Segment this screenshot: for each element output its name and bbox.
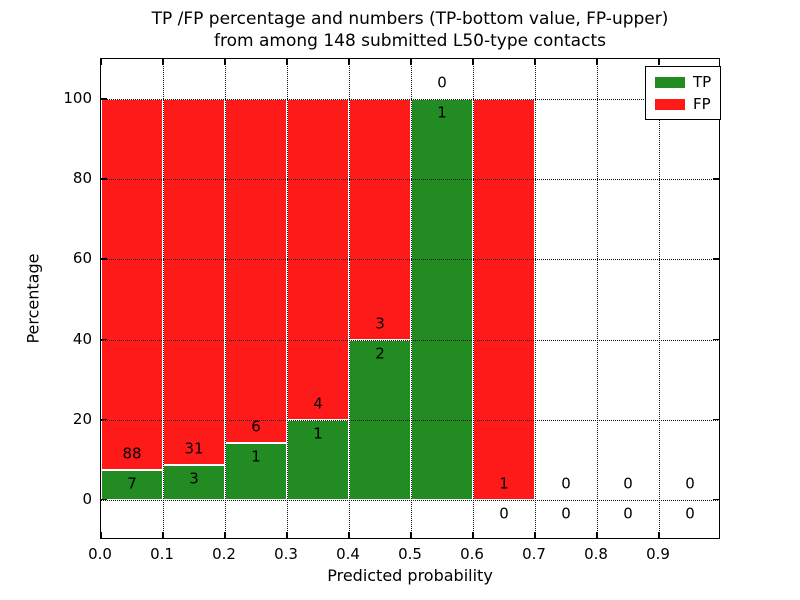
bar-segment-tp	[349, 339, 411, 500]
fp-count-label: 31	[184, 439, 204, 458]
y-tick-label: 20	[72, 409, 92, 428]
bar-segment-tp	[287, 419, 349, 500]
y-tick-mark	[713, 258, 719, 260]
y-tick-label: 60	[72, 249, 92, 268]
gridline-y	[101, 499, 718, 501]
gridline-x	[287, 59, 288, 537]
gridline-x	[349, 59, 350, 537]
y-tick-label: 0	[82, 489, 92, 508]
fp-count-label: 0	[561, 474, 571, 493]
bar-segment-tp	[411, 99, 473, 500]
gridline-y	[101, 419, 718, 421]
x-tick-mark	[100, 532, 102, 538]
y-tick-mark	[101, 338, 107, 341]
gridline-x	[659, 59, 660, 537]
tp-count-label: 1	[251, 447, 261, 466]
legend: TP FP	[645, 66, 722, 120]
gridline-y	[101, 99, 718, 101]
gridline-x	[535, 59, 536, 537]
bar-segment-fp	[225, 99, 287, 443]
gridline-x	[473, 59, 474, 537]
x-tick-label: 0.6	[460, 545, 484, 563]
plot-area: TP FP 88 7 31 3 6 1 4 1 3 2 0 1 1 0 0 0 0 0 0 0	[100, 58, 722, 539]
fp-count-label: 3	[375, 314, 385, 333]
legend-label-fp: FP	[693, 95, 711, 113]
legend-swatch-tp	[655, 76, 685, 88]
tp-count-label: 1	[313, 424, 323, 443]
legend-item-tp: TP	[655, 73, 712, 91]
tp-count-label: 3	[189, 469, 199, 488]
x-tick-label: 0.9	[646, 545, 670, 563]
gridline-y	[101, 339, 718, 341]
x-tick-label: 0.0	[88, 545, 112, 563]
legend-swatch-fp	[655, 98, 685, 110]
y-tick-mark	[101, 258, 107, 260]
y-tick-mark	[713, 178, 719, 180]
y-tick-label: 80	[72, 169, 92, 188]
x-tick-mark	[100, 59, 102, 65]
tp-count-label: 0	[685, 504, 695, 523]
bar-segment-fp	[473, 99, 535, 500]
legend-label-tp: TP	[693, 73, 712, 91]
bar-segment-fp	[163, 99, 225, 465]
bar-segment-tp	[101, 470, 163, 500]
y-tick-mark	[713, 338, 719, 341]
gridline-x	[597, 59, 598, 537]
tp-count-label: 2	[375, 344, 385, 363]
legend-item-fp: FP	[655, 95, 711, 113]
chart-title-line1: TP /FP percentage and numbers (TP-bottom…	[151, 9, 669, 29]
x-tick-label: 0.4	[336, 545, 360, 563]
y-tick-label: 100	[63, 89, 92, 108]
x-axis-label: Predicted probability	[327, 566, 493, 585]
fp-count-label: 4	[313, 394, 323, 413]
bar-segment-tp	[163, 464, 225, 500]
fp-count-label: 0	[437, 73, 447, 92]
tp-count-label: 0	[561, 504, 571, 523]
x-tick-label: 0.7	[522, 545, 546, 563]
gridline-x	[225, 59, 226, 537]
y-tick-mark	[101, 418, 107, 421]
tp-count-label: 7	[127, 474, 137, 493]
y-tick-mark	[101, 178, 107, 180]
bar-segment-fp	[349, 99, 411, 340]
y-tick-mark	[101, 498, 107, 501]
gridline-x	[411, 59, 412, 537]
x-tick-label: 0.8	[584, 545, 608, 563]
x-tick-label: 0.3	[274, 545, 298, 563]
gridline-y	[101, 179, 718, 181]
fp-count-label: 0	[623, 474, 633, 493]
tp-count-label: 1	[437, 103, 447, 122]
gridline-y	[101, 259, 718, 261]
x-tick-label: 0.5	[398, 545, 422, 563]
y-tick-label: 40	[72, 329, 92, 348]
chart-title: TP /FP percentage and numbers (TP-bottom…	[10, 8, 800, 52]
y-tick-mark	[713, 498, 719, 501]
x-tick-label: 0.2	[212, 545, 236, 563]
fp-count-label: 0	[685, 474, 695, 493]
x-tick-label: 0.1	[150, 545, 174, 563]
tp-count-label: 0	[499, 504, 509, 523]
bar-segment-fp	[101, 99, 163, 471]
tp-count-label: 0	[623, 504, 633, 523]
fp-count-label: 88	[122, 444, 142, 463]
chart-title-line2: from among 148 submitted L50-type contac…	[214, 31, 606, 51]
gridline-x	[163, 59, 164, 537]
fp-count-label: 1	[499, 474, 509, 493]
fp-count-label: 6	[251, 417, 261, 436]
y-tick-mark	[713, 418, 719, 421]
y-tick-mark	[101, 98, 107, 100]
